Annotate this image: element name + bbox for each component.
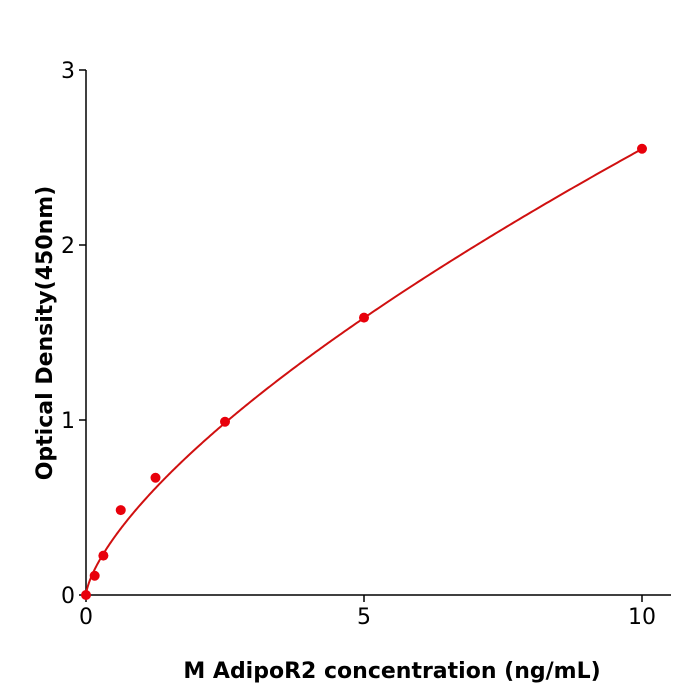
data-point <box>150 472 161 483</box>
x-tick-label: 10 <box>628 605 656 630</box>
y-axis-label: Optical Density(450nm) <box>33 186 58 481</box>
data-point <box>81 590 91 600</box>
axes <box>85 70 671 596</box>
y-tick-label: 0 <box>61 584 75 609</box>
data-point <box>637 143 647 154</box>
data-point <box>359 312 369 323</box>
y-tick-label: 2 <box>61 234 75 259</box>
x-axis-label: M AdipoR2 concentration (ng/mL) <box>183 659 600 684</box>
data-point <box>220 416 230 427</box>
x-tick-label: 0 <box>79 605 93 630</box>
data-point <box>98 550 109 561</box>
x-tick-label: 5 <box>357 605 371 630</box>
y-tick-label: 3 <box>61 59 75 84</box>
y-tick-label: 1 <box>61 409 75 434</box>
data-point <box>89 570 100 581</box>
data-point <box>115 505 126 516</box>
fit-curve <box>85 148 643 595</box>
